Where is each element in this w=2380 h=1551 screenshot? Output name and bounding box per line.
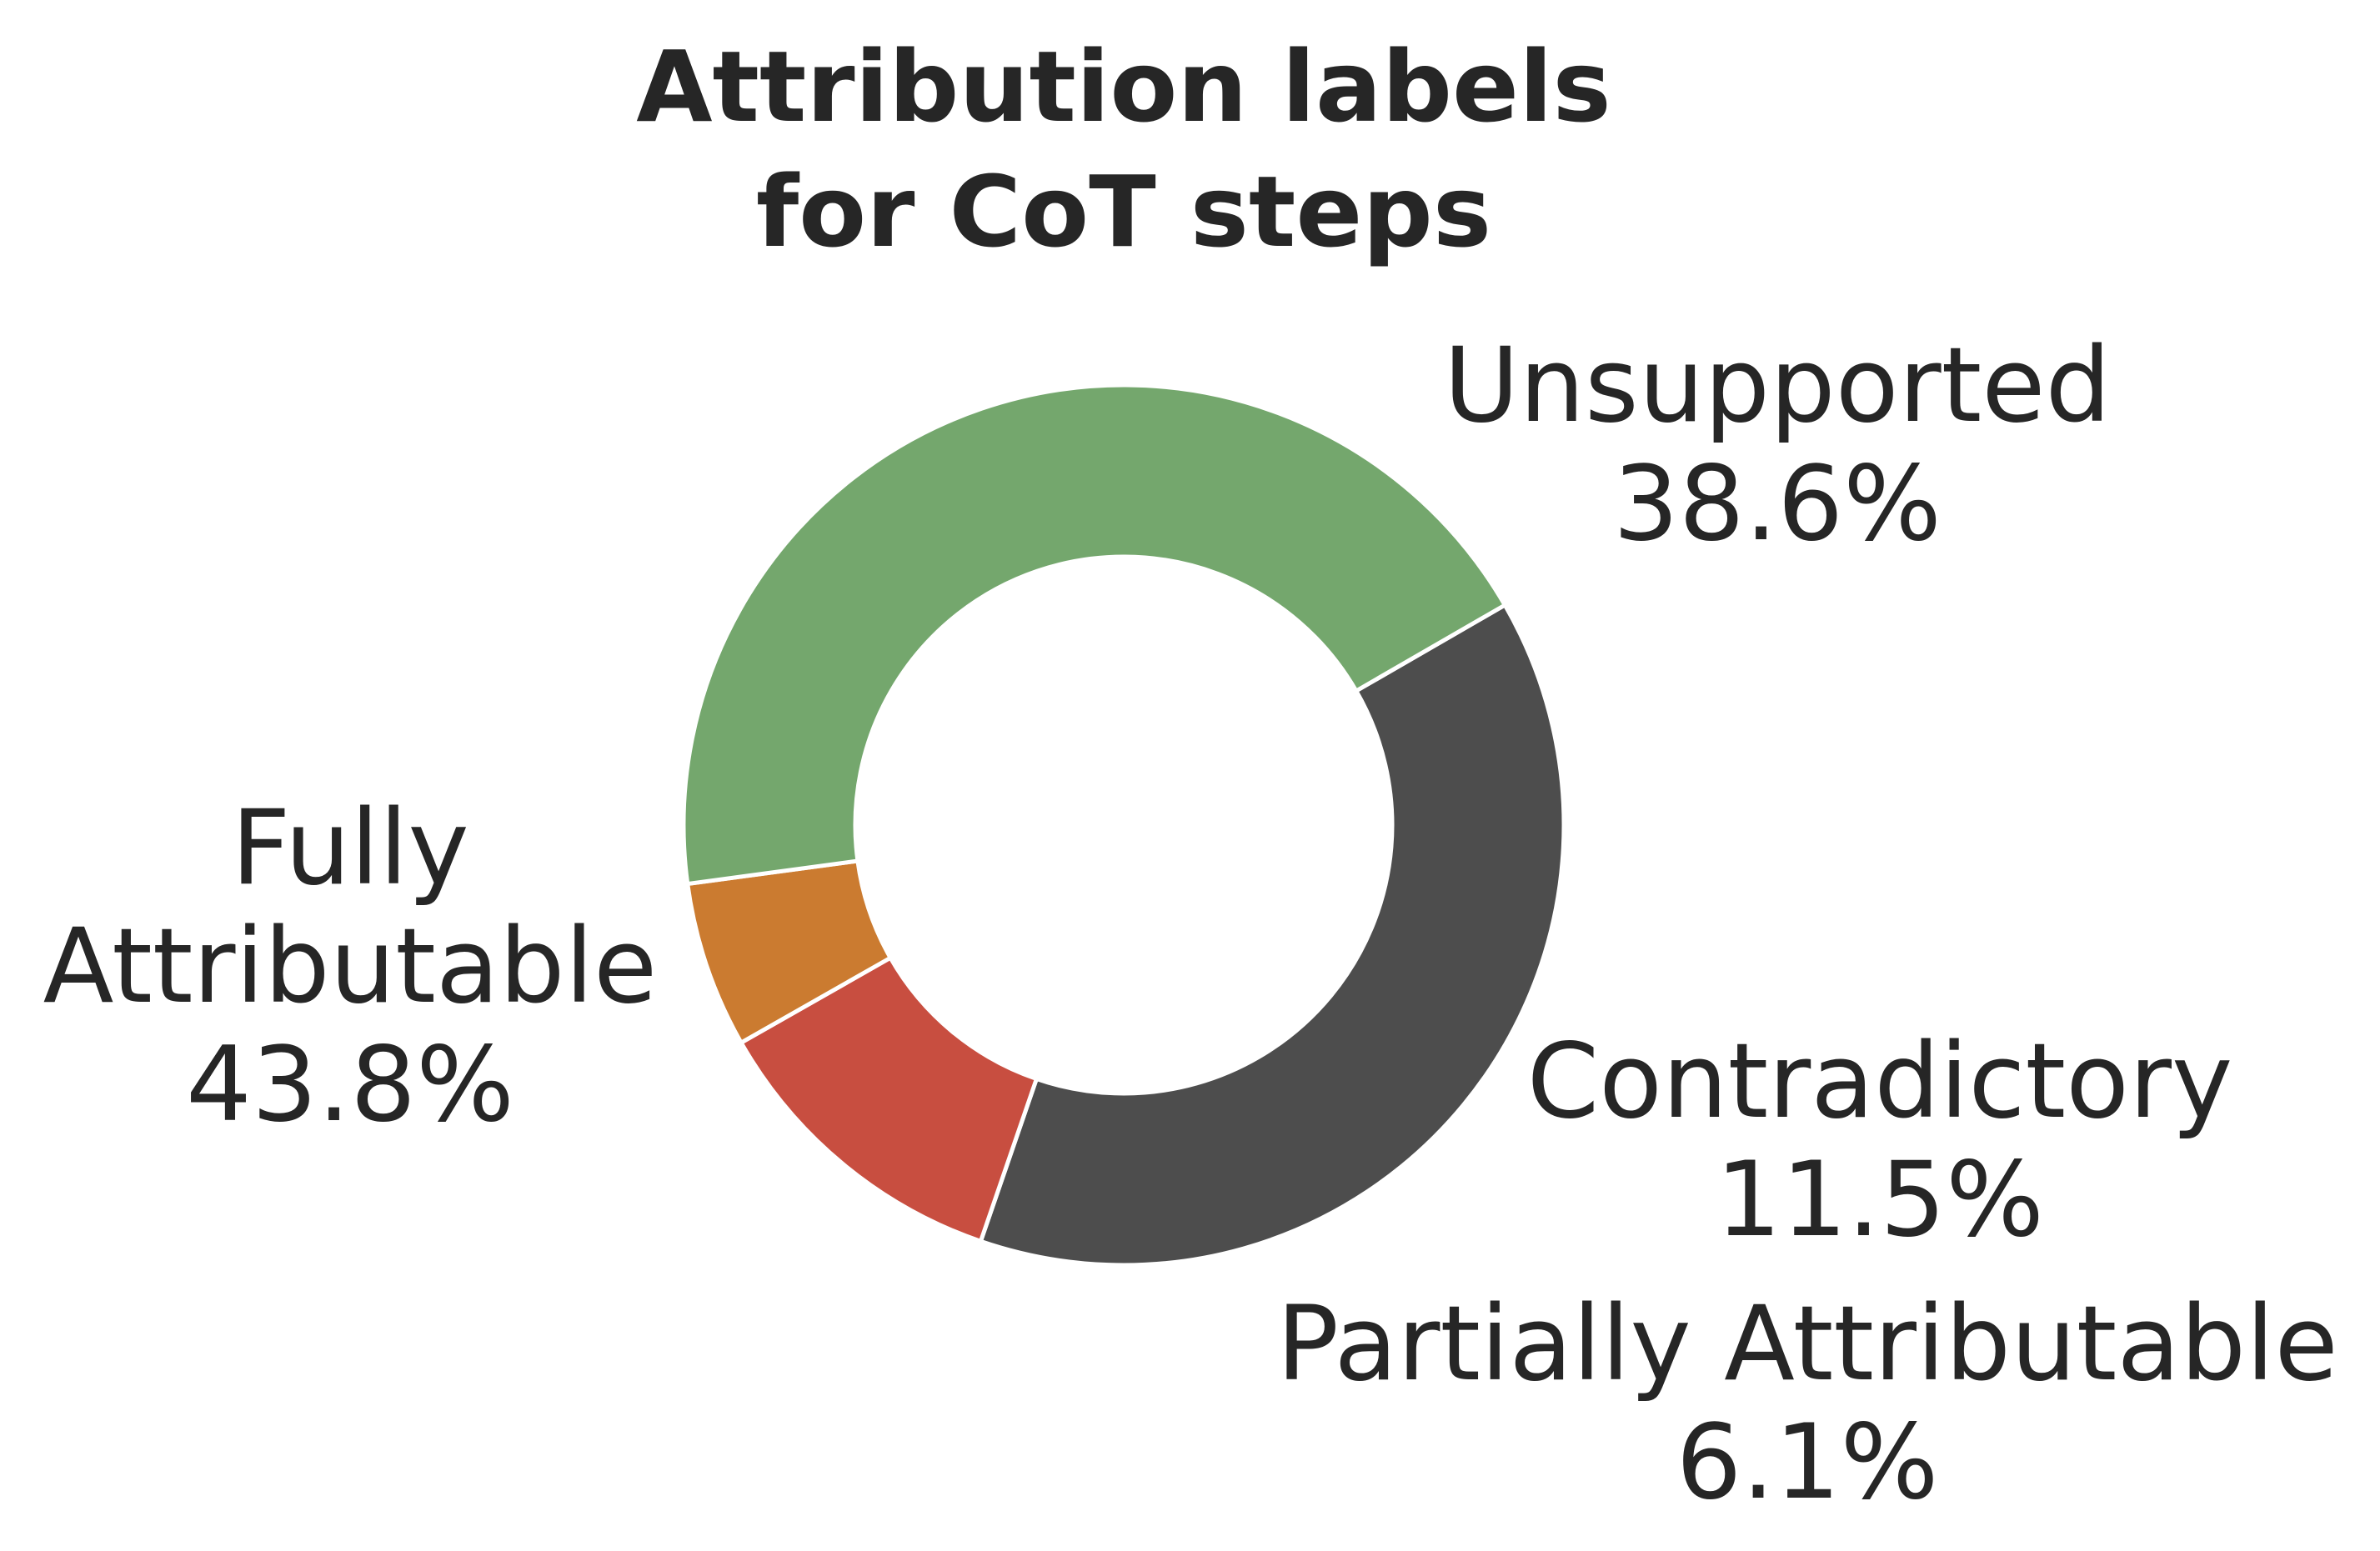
donut-slices [681,383,1566,1268]
slice-percent-label: 11.5% [1716,1140,2044,1260]
donut-slice-unsupported [978,603,1566,1268]
donut-slice-fully-attributable [681,383,1507,887]
slice-label: Contradictory [1527,1022,2233,1142]
slice-percent-label: 38.6% [1613,444,1942,564]
slice-label: Fully [231,788,468,908]
slice-label: Unsupported [1444,326,2111,446]
chart-title-line: Attribution labels [636,29,1611,144]
slice-percent-label: 6.1% [1676,1403,1938,1523]
slice-label: Attributable [43,907,658,1027]
slice-percent-label: 43.8% [186,1025,514,1145]
slice-label: Partially Attributable [1276,1284,2338,1404]
chart-title-line: for CoT steps [756,154,1491,269]
